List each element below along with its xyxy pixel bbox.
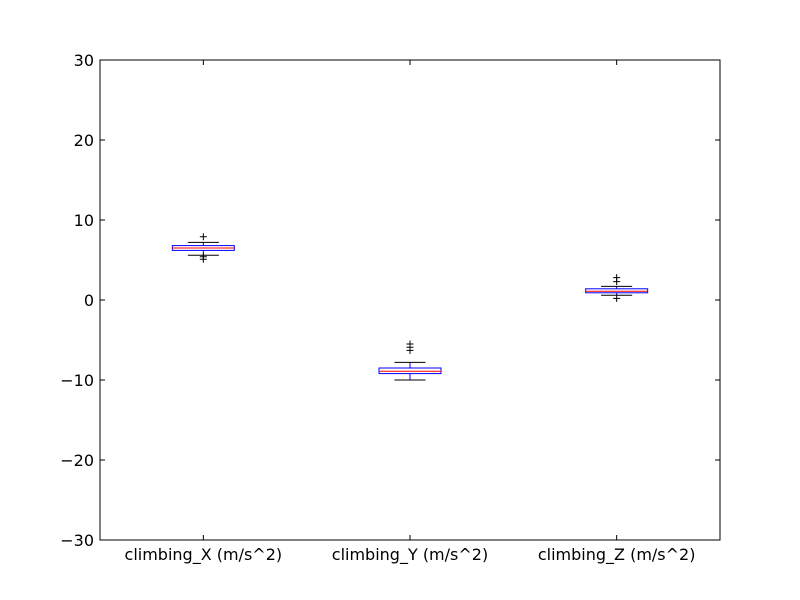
y-tick-label: 0 xyxy=(84,291,94,310)
x-category-label: climbing_X (m/s^2) xyxy=(125,545,283,565)
y-tick-label: 10 xyxy=(74,211,94,230)
outlier-point xyxy=(199,255,207,263)
y-tick-label: 30 xyxy=(74,51,94,70)
box-group xyxy=(585,274,649,302)
box-group xyxy=(378,340,442,381)
y-tick-label: 20 xyxy=(74,131,94,150)
x-category-label: climbing_Y (m/s^2) xyxy=(332,545,488,565)
x-category-label: climbing_Z (m/s^2) xyxy=(538,545,696,565)
axis-labels: 30 20 10 0 −10 −20 −30 climbing_X (m/s^2) climbi… xyxy=(60,51,695,565)
y-tick-label: −20 xyxy=(60,451,94,470)
y-tick-label: −10 xyxy=(60,371,94,390)
outlier-point xyxy=(613,294,621,302)
outlier-point xyxy=(199,233,207,241)
box-group xyxy=(171,233,235,263)
outlier-point xyxy=(406,346,414,354)
outlier-point xyxy=(613,274,621,282)
y-tick-label: −30 xyxy=(60,531,94,550)
plot-area xyxy=(171,233,649,381)
axes-frame xyxy=(99,59,721,541)
